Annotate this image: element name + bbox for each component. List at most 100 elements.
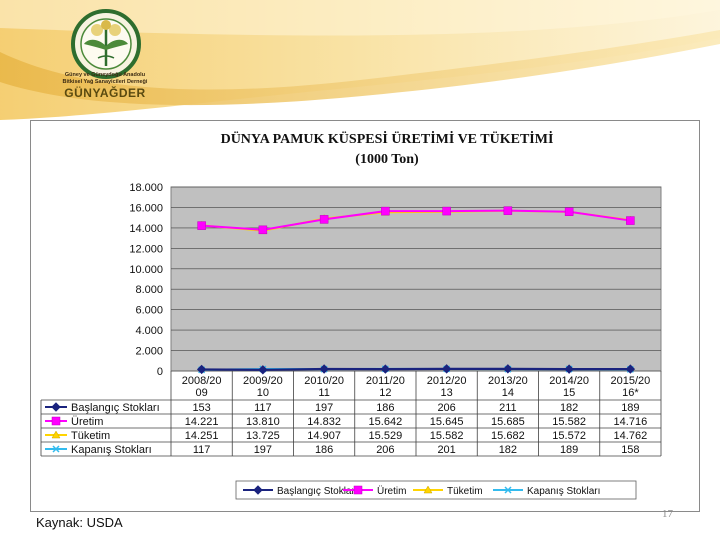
legend-entry: Başlangıç Stokları — [277, 486, 358, 497]
banner-swoosh — [0, 0, 720, 120]
data-point-uretim — [564, 207, 574, 216]
data-point-uretim — [442, 206, 451, 216]
data-point-uretim — [197, 221, 206, 230]
data-label: 117 — [193, 444, 211, 456]
logo-emblem — [71, 9, 141, 79]
header-banner: Güney ve Güneydoğu Anadolu Bitkisel Yağ … — [0, 0, 720, 120]
chart-subtitle: (1000 Ton) — [355, 152, 419, 167]
legend-entry: Tüketim — [447, 486, 483, 497]
data-label: 182 — [560, 402, 578, 414]
data-label: 15.572 — [552, 430, 586, 442]
data-label: 117 — [254, 402, 272, 414]
table-series-name: Başlangıç Stokları — [71, 402, 160, 414]
data-label: 14.907 — [307, 430, 341, 442]
x-tick-label: 16* — [622, 387, 639, 399]
series-line-baslangic — [201, 367, 631, 371]
chart-svg: DÜNYA PAMUK KÜSPESİ ÜRETİMİ VE TÜKETİMİ (… — [40, 130, 662, 500]
data-label: 15.642 — [369, 416, 403, 428]
data-label: 158 — [621, 444, 639, 456]
data-point-baslangic — [196, 364, 207, 375]
data-label: 15.529 — [369, 430, 403, 442]
y-tick-label: 8.000 — [135, 284, 163, 296]
source-note: Kaynak: USDA — [36, 515, 123, 530]
x-tick-label: 2008/20 — [182, 375, 222, 387]
table-legend-marker — [51, 430, 61, 439]
page-number: 17 — [662, 508, 673, 520]
data-point-baslangic — [503, 364, 513, 374]
series-line-uretim — [201, 209, 631, 231]
data-label: 201 — [437, 444, 455, 456]
x-tick-label: 2011/20 — [366, 375, 405, 387]
data-label: 14.221 — [185, 416, 219, 428]
x-tick-label: 15 — [563, 387, 575, 399]
data-label: 153 — [192, 402, 210, 414]
data-point-baslangic — [319, 364, 329, 374]
data-label: 197 — [254, 444, 272, 456]
table-legend-marker — [51, 402, 61, 412]
x-tick-label: 2010/20 — [304, 375, 344, 387]
data-point-uretim — [626, 216, 635, 225]
y-tick-label: 16.000 — [129, 202, 163, 214]
x-tick-label: 14 — [502, 387, 514, 399]
legend-marker — [504, 486, 512, 494]
data-point-uretim — [503, 206, 513, 215]
data-label: 197 — [315, 402, 333, 414]
x-tick-label: 11 — [318, 387, 329, 399]
data-label: 211 — [499, 402, 517, 414]
data-point-baslangic — [380, 364, 391, 374]
chart-title: DÜNYA PAMUK KÜSPESİ ÜRETİMİ VE TÜKETİMİ — [221, 130, 554, 147]
x-tick-label: 2015/20 — [610, 375, 650, 387]
data-point-baslangic — [258, 365, 268, 375]
data-label: 15.582 — [552, 416, 586, 428]
data-point-baslangic — [625, 364, 636, 374]
data-label: 14.716 — [614, 416, 648, 428]
data-label: 186 — [315, 444, 333, 456]
y-tick-label: 18.000 — [129, 182, 163, 194]
data-label: 14.251 — [185, 430, 219, 442]
data-point-uretim — [319, 215, 329, 224]
table-series-name: Tüketim — [71, 430, 110, 442]
data-label: 13.725 — [246, 430, 280, 442]
y-tick-label: 12.000 — [129, 243, 163, 255]
x-tick-label: 2012/20 — [427, 375, 467, 387]
legend-marker — [423, 485, 433, 494]
chart-frame: DÜNYA PAMUK KÜSPESİ ÜRETİMİ VE TÜKETİMİ (… — [30, 120, 700, 512]
data-point-baslangic — [441, 364, 452, 374]
data-label: 15.682 — [491, 430, 525, 442]
logo-caption: Güney ve Güneydoğu Anadolu Bitkisel Yağ … — [52, 72, 158, 100]
data-label: 206 — [437, 402, 455, 414]
data-label: 15.685 — [491, 416, 525, 428]
x-tick-label: 2014/20 — [549, 375, 589, 387]
x-tick-label: 12 — [379, 387, 391, 399]
y-tick-label: 0 — [157, 366, 163, 378]
data-label: 189 — [621, 402, 639, 414]
table-legend-marker — [51, 416, 61, 426]
legend-marker — [253, 485, 263, 495]
data-point-baslangic — [564, 364, 574, 374]
y-tick-label: 2.000 — [135, 346, 163, 358]
data-label: 182 — [499, 444, 517, 456]
data-label: 15.645 — [430, 416, 464, 428]
x-tick-label: 2013/20 — [488, 375, 528, 387]
data-label: 189 — [560, 444, 578, 456]
legend-entry: Üretim — [377, 485, 406, 497]
plot-area — [170, 186, 662, 372]
x-tick-label: 09 — [196, 387, 208, 399]
y-tick-label: 14.000 — [129, 223, 163, 235]
data-label: 14.832 — [307, 416, 341, 428]
data-label: 186 — [376, 402, 394, 414]
table-series-name: Kapanış Stokları — [71, 444, 152, 456]
data-point-uretim — [258, 225, 268, 235]
logo-line-2: Bitkisel Yağ Sanayicileri Derneği — [62, 79, 148, 85]
logo-line-1: Güney ve Güneydoğu Anadolu — [64, 72, 146, 78]
table-legend-marker — [52, 445, 60, 453]
legend-entry: Kapanış Stokları — [527, 486, 600, 497]
data-label: 13.810 — [246, 416, 280, 428]
data-label: 14.762 — [614, 430, 648, 442]
x-tick-label: 13 — [441, 387, 453, 399]
x-tick-label: 2009/20 — [243, 375, 283, 387]
y-tick-label: 4.000 — [135, 325, 163, 337]
data-point-uretim — [381, 206, 390, 216]
data-label: 15.582 — [430, 430, 464, 442]
x-tick-label: 10 — [257, 387, 269, 399]
